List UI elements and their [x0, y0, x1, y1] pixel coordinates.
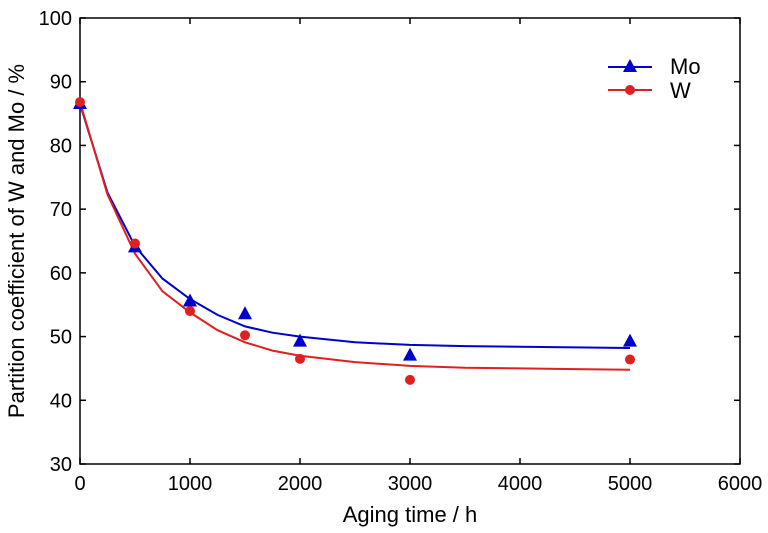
y-tick-label: 60 — [50, 263, 72, 285]
x-axis-title: Aging time / h — [343, 502, 478, 527]
x-tick-label: 1000 — [168, 473, 213, 495]
y-tick-label: 90 — [50, 72, 72, 94]
y-tick-label: 80 — [50, 135, 72, 157]
point-w — [295, 353, 305, 364]
point-w — [405, 374, 415, 385]
point-w — [75, 97, 85, 108]
point-w — [185, 306, 195, 317]
point-mo — [183, 293, 197, 307]
legend: Mo W — [608, 54, 701, 103]
point-w — [625, 354, 635, 365]
plot-frame — [79, 17, 741, 465]
legend-marker-mo — [623, 59, 637, 72]
x-tick-label: 2000 — [278, 473, 323, 495]
point-mo — [623, 333, 637, 347]
y-tick-label: 40 — [50, 390, 72, 412]
y-tick-label: 70 — [50, 199, 72, 221]
fit-line-w — [79, 101, 631, 371]
point-mo — [293, 333, 307, 347]
x-tick-label: 6000 — [718, 473, 763, 495]
legend-marker-w — [625, 85, 635, 95]
point-w — [240, 330, 250, 341]
x-tick-label: 3000 — [388, 473, 433, 495]
y-tick-label: 30 — [50, 454, 72, 476]
data-points — [73, 96, 637, 385]
fit-lines — [79, 101, 631, 371]
x-tick-label: 0 — [74, 473, 85, 495]
point-mo — [403, 347, 417, 361]
point-w — [130, 238, 140, 249]
y-tick-label: 50 — [50, 327, 72, 349]
x-tick-label: 5000 — [608, 473, 653, 495]
y-tick-label: 100 — [39, 8, 72, 30]
x-tick-label: 4000 — [498, 473, 543, 495]
y-axis-title: Partition coefficient of W and Mo / % — [4, 64, 29, 418]
fit-line-mo — [79, 103, 631, 349]
ticks — [79, 17, 741, 465]
tick-labels: 0 1000 2000 3000 4000 5000 6000 30 40 50 60 70 80 90 1… — [39, 8, 763, 495]
legend-label-mo: Mo — [670, 54, 701, 79]
point-mo — [238, 306, 252, 320]
legend-label-w: W — [670, 78, 691, 103]
